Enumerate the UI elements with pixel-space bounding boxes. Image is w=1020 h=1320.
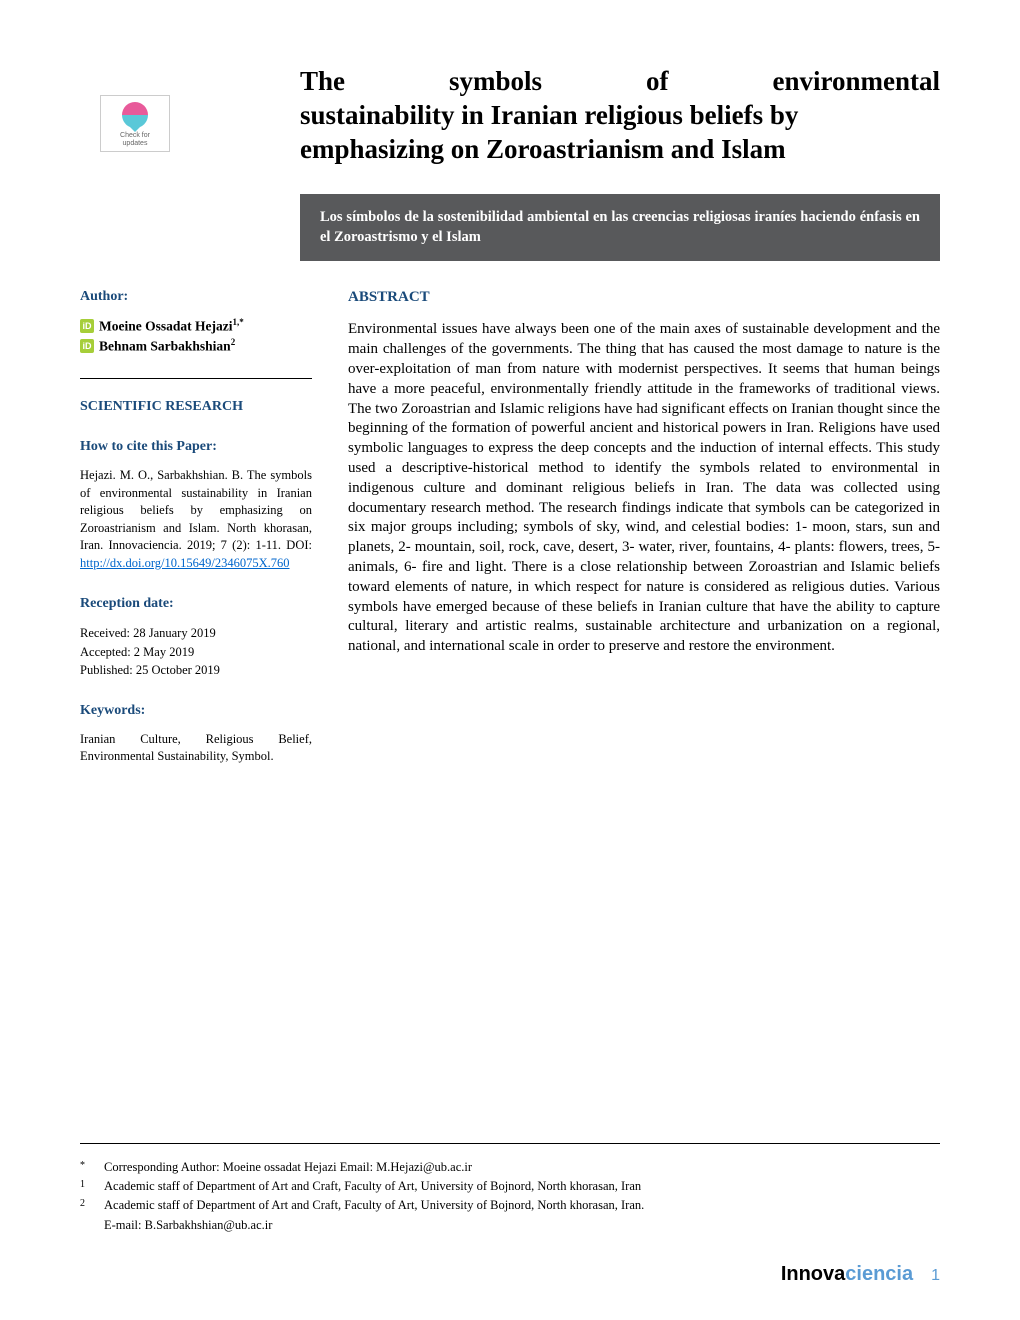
sidebar-divider [80, 378, 312, 379]
title-column: The symbols of environmental sustainabil… [300, 65, 940, 261]
author-name: Moeine Ossadat Hejazi1,* [99, 317, 244, 335]
fn-marker [80, 1216, 94, 1235]
abstract-text: Environmental issues have always been on… [348, 320, 940, 657]
author-row: iD Moeine Ossadat Hejazi1,* [80, 317, 312, 335]
main-content: ABSTRACT Environmental issues have alway… [348, 289, 940, 789]
citation-text: Hejazi. M. O., Sarbakhshian. B. The symb… [80, 467, 312, 572]
author-name: Behnam Sarbakhshian2 [99, 337, 235, 355]
fn-marker: 2 [80, 1196, 94, 1215]
footnote-row: 2 Academic staff of Department of Art an… [80, 1196, 940, 1215]
check-updates-badge[interactable]: Check for updates [100, 95, 170, 152]
cite-label: How to cite this Paper: [80, 439, 312, 455]
doi-link[interactable]: http://dx.doi.org/10.15649/2346075X.760 [80, 556, 290, 570]
journal-footer: Innovaciencia 1 [781, 1263, 940, 1286]
footer-area: * Corresponding Author: Moeine ossadat H… [80, 1143, 940, 1236]
affiliation-2: Academic staff of Department of Art and … [104, 1196, 644, 1215]
footnote-row: 1 Academic staff of Department of Art an… [80, 1177, 940, 1196]
orcid-icon[interactable]: iD [80, 339, 94, 353]
badge-text-1: Check for [101, 132, 169, 140]
badge-column: Check for updates [80, 65, 260, 261]
abstract-label: ABSTRACT [348, 289, 940, 306]
header-section: Check for updates The symbols of environ… [80, 65, 940, 261]
content-area: Author: iD Moeine Ossadat Hejazi1,* iD B… [80, 289, 940, 789]
footnote-row: E-mail: B.Sarbakhshian@ub.ac.ir [80, 1216, 940, 1235]
crossmark-icon [122, 102, 148, 128]
fn-marker: * [80, 1158, 94, 1177]
dates-block: Reception date: Received: 28 January 201… [80, 596, 312, 678]
page-number: 1 [931, 1267, 940, 1285]
reception-label: Reception date: [80, 596, 312, 612]
affiliation-2-email: E-mail: B.Sarbakhshian@ub.ac.ir [104, 1216, 272, 1235]
title-line: sustainability in Iranian religious beli… [300, 100, 798, 130]
article-title: The symbols of environmental sustainabil… [300, 65, 940, 166]
title-line: emphasizing on Zoroastrianism and Islam [300, 134, 786, 164]
affiliation-1: Academic staff of Department of Art and … [104, 1177, 641, 1196]
published-date: Published: 25 October 2019 [80, 661, 312, 679]
author-block: Author: iD Moeine Ossadat Hejazi1,* iD B… [80, 289, 312, 354]
title-word: symbols [449, 65, 542, 99]
keywords-block: Keywords: Iranian Culture, Religious Bel… [80, 703, 312, 766]
citation-block: How to cite this Paper: Hejazi. M. O., S… [80, 439, 312, 572]
footer-divider [80, 1143, 940, 1144]
footnote-row: * Corresponding Author: Moeine ossadat H… [80, 1158, 940, 1177]
keywords-text: Iranian Culture, Religious Belief, Envir… [80, 731, 312, 766]
journal-name: Innovaciencia [781, 1263, 913, 1286]
badge-text-2: updates [101, 140, 169, 148]
footnotes: * Corresponding Author: Moeine ossadat H… [80, 1158, 940, 1236]
fn-marker: 1 [80, 1177, 94, 1196]
title-word: environmental [773, 65, 941, 99]
subtitle-spanish: Los símbolos de la sostenibilidad ambien… [300, 194, 940, 261]
received-date: Received: 28 January 2019 [80, 624, 312, 642]
research-type-block: SCIENTIFIC RESEARCH [80, 399, 312, 415]
author-label: Author: [80, 289, 312, 305]
orcid-icon[interactable]: iD [80, 319, 94, 333]
sidebar: Author: iD Moeine Ossadat Hejazi1,* iD B… [80, 289, 312, 789]
research-type: SCIENTIFIC RESEARCH [80, 399, 312, 415]
title-word: of [646, 65, 669, 99]
corresponding-author: Corresponding Author: Moeine ossadat Hej… [104, 1158, 472, 1177]
accepted-date: Accepted: 2 May 2019 [80, 643, 312, 661]
keywords-label: Keywords: [80, 703, 312, 719]
author-row: iD Behnam Sarbakhshian2 [80, 337, 312, 355]
title-word: The [300, 65, 345, 99]
